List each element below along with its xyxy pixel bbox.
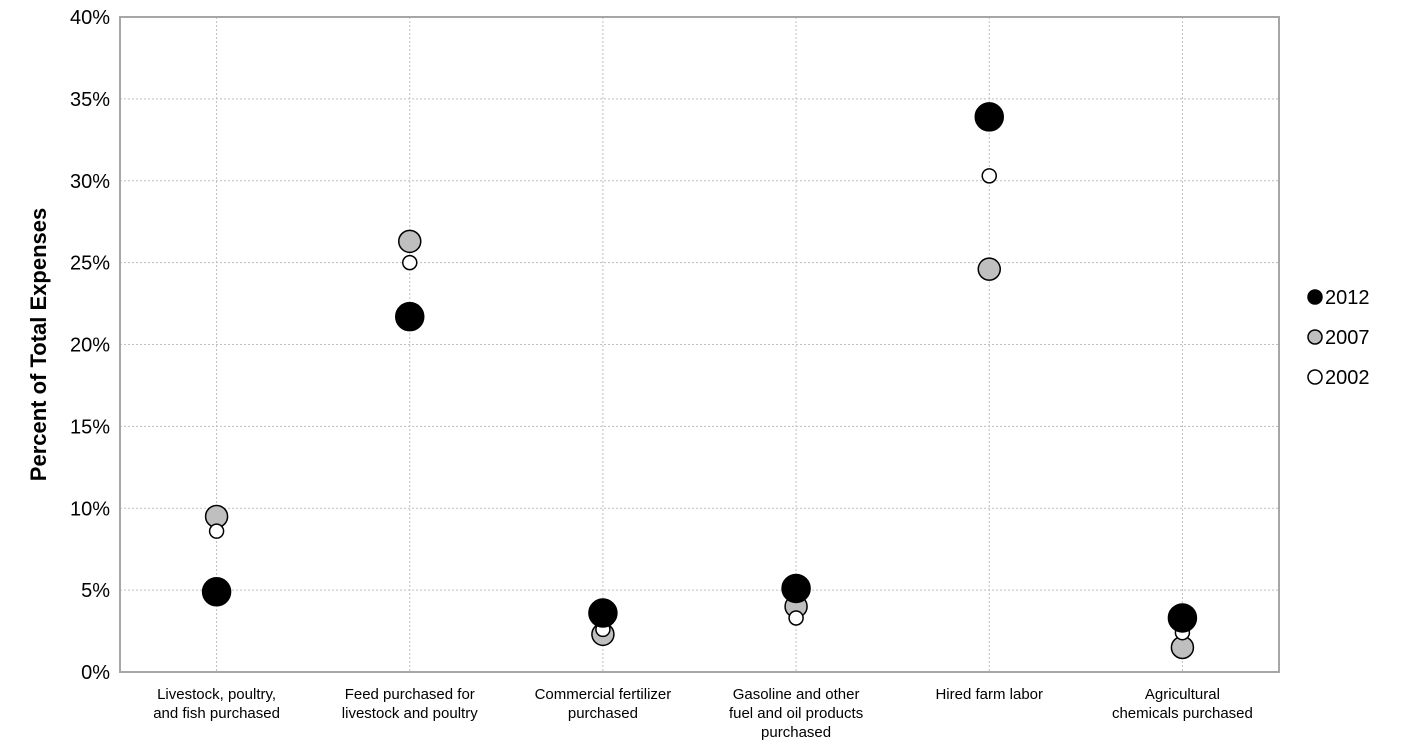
point-2007 — [977, 257, 1001, 281]
y-tick-label: 0% — [81, 662, 110, 684]
y-tick-label: 30% — [70, 171, 110, 193]
point-2012 — [781, 573, 811, 604]
y-tick-label: 20% — [70, 335, 110, 357]
legend-label: 2007 — [1325, 327, 1370, 349]
y-tick-label: 10% — [70, 498, 110, 520]
y-tick-label: 5% — [81, 580, 110, 602]
plot-area-border — [119, 16, 1280, 673]
x-category-label: Feed purchased for livestock and poultry — [342, 686, 478, 722]
y-tick-label: 15% — [70, 416, 110, 438]
data-points — [201, 102, 1198, 660]
legend-marker-2007 — [1307, 329, 1323, 345]
point-2007 — [398, 229, 422, 254]
point-2012 — [974, 102, 1004, 132]
point-2002 — [981, 168, 997, 184]
x-category-label: Commercial fertilizer purchased — [535, 686, 672, 722]
y-axis-ticks: 0% 5% 10% 15% 20% 25% 30% 35% 40% — [70, 7, 110, 684]
x-category-label: Hired farm labor — [935, 686, 1043, 703]
point-2002 — [402, 254, 418, 271]
x-category-label: Gasoline and other fuel and oil products p… — [729, 686, 863, 741]
legend: 2012 2007 2002 — [1307, 287, 1370, 389]
point-2012 — [201, 577, 232, 607]
x-axis-categories: Livestock, poultry, and fish purchased Fee… — [153, 686, 1253, 741]
point-2002 — [788, 610, 804, 626]
y-tick-label: 25% — [70, 253, 110, 275]
point-2002 — [208, 523, 225, 539]
y-axis-label: Percent of Total Expenses — [26, 208, 51, 481]
legend-marker-2012 — [1307, 289, 1323, 305]
y-tick-label: 35% — [70, 89, 110, 111]
legend-marker-2002 — [1307, 369, 1323, 385]
point-2012 — [395, 301, 425, 332]
y-tick-label: 40% — [70, 7, 110, 29]
legend-label: 2012 — [1325, 287, 1370, 309]
point-2012 — [588, 598, 618, 628]
legend-label: 2002 — [1325, 367, 1370, 389]
gridlines — [120, 17, 1279, 672]
x-category-label: Agricultural chemicals purchased — [1112, 686, 1253, 722]
x-category-label: Livestock, poultry, and fish purchased — [153, 686, 280, 722]
point-2012 — [1167, 603, 1198, 633]
